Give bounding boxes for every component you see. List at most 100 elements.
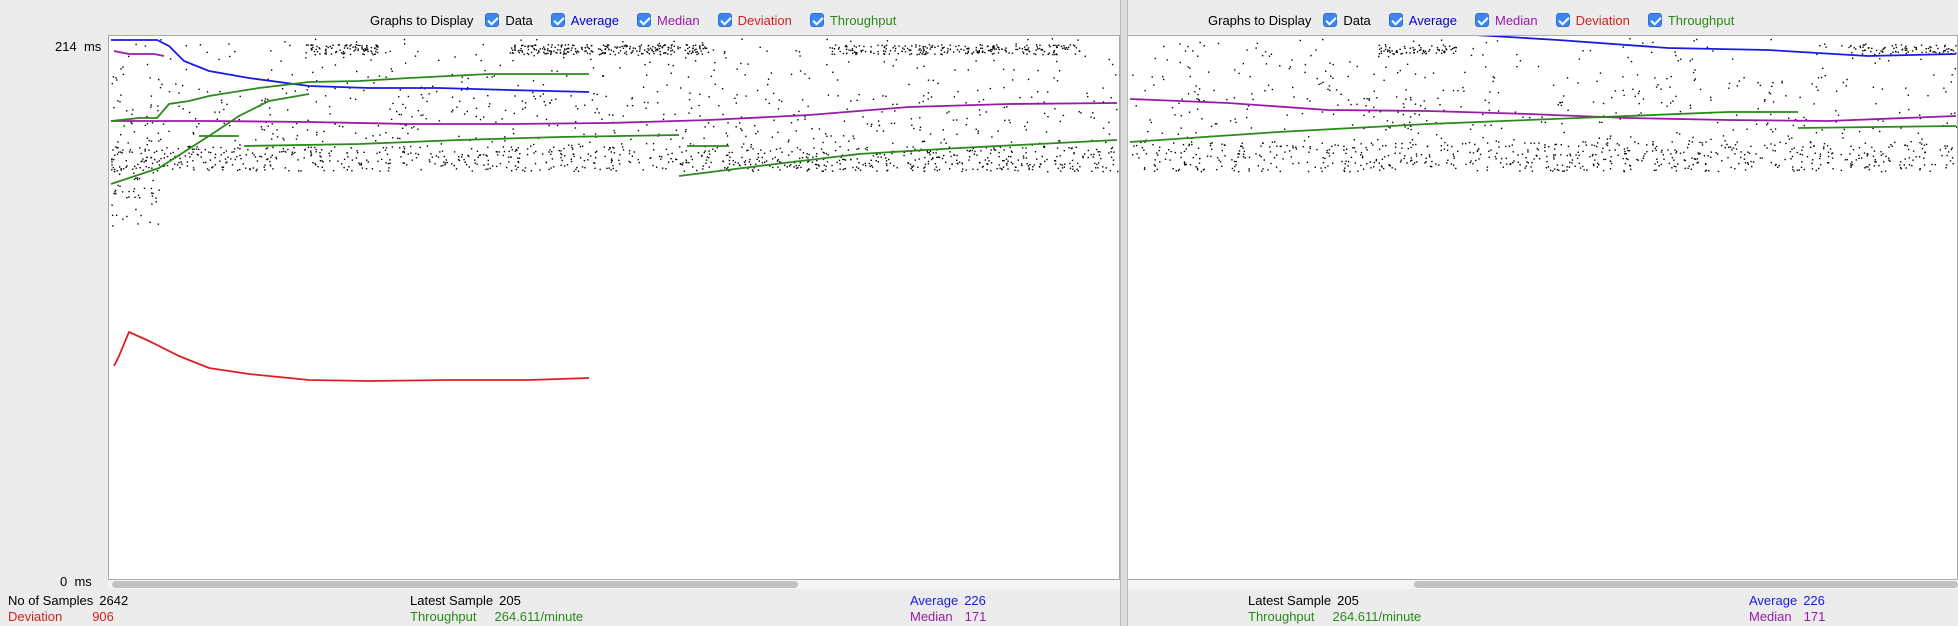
latest-sample-value: 205 [1337, 593, 1359, 608]
average-stat: Average 226 [910, 593, 986, 608]
average-value: 226 [964, 593, 986, 608]
data-checkbox-label: Data [1343, 12, 1371, 28]
median-label: Median [910, 609, 953, 624]
throughput-value: 264.611/minute [1332, 609, 1422, 624]
graphs-to-display-label: Graphs to Display [1208, 12, 1312, 28]
data-points-upper-band [111, 38, 1117, 93]
average-checkbox[interactable]: Average [550, 12, 619, 28]
median-checkbox-label: Median [1494, 12, 1538, 28]
scrollbar-thumb-right[interactable] [1414, 581, 1958, 588]
checkbox-check-icon [550, 13, 565, 27]
data-checkbox[interactable]: Data [1323, 12, 1371, 28]
y-axis-unit: ms [74, 574, 92, 589]
median-stat: Median 171 [910, 609, 986, 624]
data-points-cluster [829, 44, 1081, 56]
average-label: Average [1749, 593, 1798, 608]
data-points-mid-band [113, 91, 1118, 148]
graph-canvas-right [1129, 36, 1957, 173]
checkbox-check-icon [1388, 13, 1403, 27]
checkbox-check-icon [1474, 13, 1489, 27]
y-axis-min-value: 0 [60, 574, 68, 589]
data-points-upper-band [1132, 38, 1956, 78]
data-checkbox[interactable]: Data [485, 12, 533, 28]
deviation-stat: Deviation 906 [8, 609, 114, 624]
y-axis-max-label: 214 ms [55, 39, 101, 54]
latest-sample-stat: Latest Sample 205 [1248, 593, 1359, 608]
horizontal-scrollbar-left[interactable] [108, 580, 1120, 589]
deviation-checkbox-label: Deviation [1575, 12, 1630, 28]
response-time-graph-left [108, 35, 1120, 580]
checkbox-check-icon [809, 13, 824, 27]
throughput-stat: Throughput 264.611/minute [1248, 609, 1421, 624]
throughput-line [1797, 125, 1957, 129]
throughput-label: Throughput [1248, 609, 1315, 624]
horizontal-scrollbar-right[interactable] [1128, 580, 1958, 589]
graph-panel-right: Graphs to Display Data Average Median De… [1128, 0, 1958, 626]
median-checkbox-label: Median [656, 12, 700, 28]
data-points-cluster [1848, 44, 1957, 56]
deviation-checkbox[interactable]: Deviation [1555, 12, 1630, 28]
graph-canvas-left [110, 38, 1119, 382]
average-checkbox-label: Average [1408, 12, 1457, 28]
latest-sample-value: 205 [499, 593, 521, 608]
deviation-value: 906 [92, 609, 114, 624]
y-axis-unit: ms [83, 39, 102, 54]
average-label: Average [910, 593, 959, 608]
checkbox-check-icon [485, 13, 500, 27]
throughput-checkbox-label: Throughput [1667, 12, 1735, 28]
data-points-mid-band [1135, 76, 1957, 142]
median-line [1129, 98, 1957, 122]
data-points-startup [111, 139, 160, 227]
data-checkbox-label: Data [505, 12, 533, 28]
throughput-line [678, 139, 1118, 177]
checkbox-check-icon [1323, 13, 1338, 27]
throughput-line [110, 73, 589, 122]
throughput-line [1129, 111, 1798, 143]
checkbox-check-icon [717, 13, 732, 27]
data-points-cluster [1378, 44, 1457, 55]
median-line [113, 50, 165, 57]
average-line [1476, 36, 1957, 57]
samples-label: No of Samples [8, 593, 94, 608]
y-axis-min-label: 0 ms [60, 574, 92, 589]
throughput-value: 264.611/minute [494, 609, 584, 624]
median-checkbox[interactable]: Median [1474, 12, 1538, 28]
deviation-checkbox-label: Deviation [737, 12, 792, 28]
samples-stat: No of Samples 2642 [8, 593, 128, 608]
response-time-graph-right [1128, 35, 1958, 580]
graph-panel-left: Graphs to Display Data Average Median De… [0, 0, 1120, 626]
throughput-line [243, 134, 680, 147]
average-checkbox-label: Average [570, 12, 619, 28]
median-checkbox[interactable]: Median [636, 12, 700, 28]
graphs-to-display-toolbar: Graphs to Display Data Average Median De… [1208, 9, 1752, 31]
deviation-label: Deviation [8, 609, 63, 624]
latest-sample-stat: Latest Sample 205 [410, 593, 521, 608]
median-stat: Median 171 [1749, 609, 1825, 624]
scrollbar-thumb-left[interactable] [112, 581, 798, 588]
data-points-cluster [305, 44, 379, 56]
average-line [111, 39, 590, 93]
split-pane-divider[interactable] [1120, 0, 1128, 626]
median-value: 171 [964, 609, 987, 624]
median-line [111, 102, 1118, 125]
average-checkbox[interactable]: Average [1388, 12, 1457, 28]
throughput-stat: Throughput 264.611/minute [410, 609, 583, 624]
median-label: Median [1749, 609, 1792, 624]
data-points-cluster [509, 44, 710, 56]
graphs-to-display-toolbar: Graphs to Display Data Average Median De… [370, 9, 914, 31]
data-points-lower-band [1132, 141, 1954, 173]
y-axis-max-value: 214 [55, 39, 77, 54]
checkbox-check-icon [636, 13, 651, 27]
latest-sample-label: Latest Sample [1248, 593, 1332, 608]
average-stat: Average 226 [1749, 593, 1825, 608]
deviation-line [113, 330, 590, 382]
checkbox-check-icon [1555, 13, 1570, 27]
graphs-to-display-label: Graphs to Display [370, 12, 474, 28]
latest-sample-label: Latest Sample [410, 593, 494, 608]
checkbox-check-icon [1647, 13, 1662, 27]
throughput-checkbox[interactable]: Throughput [809, 13, 896, 28]
deviation-checkbox[interactable]: Deviation [717, 12, 792, 28]
throughput-checkbox[interactable]: Throughput [1647, 12, 1735, 28]
average-value: 226 [1803, 593, 1825, 608]
throughput-line [110, 93, 310, 185]
